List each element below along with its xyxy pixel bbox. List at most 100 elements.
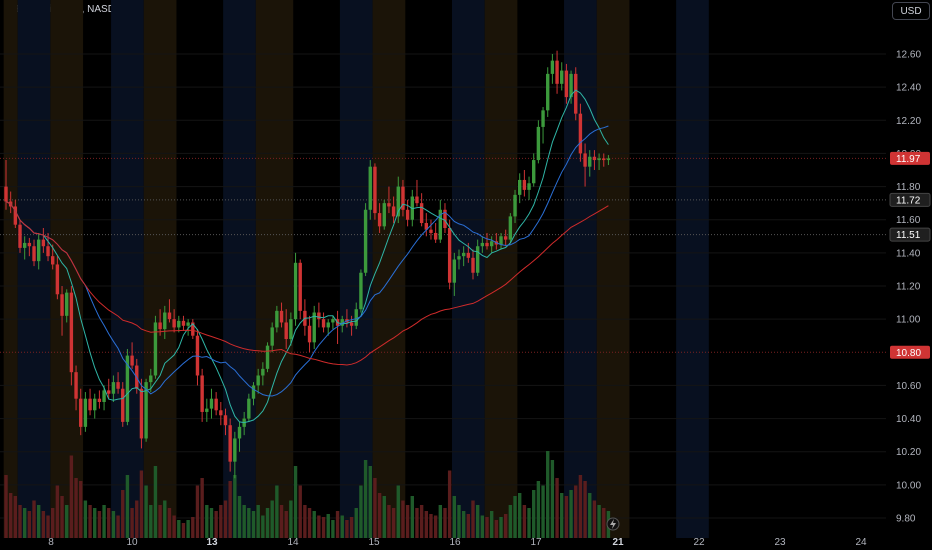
candle-body <box>83 398 88 427</box>
volume-bar <box>233 475 237 538</box>
volume-bar <box>191 517 195 538</box>
volume-bar <box>4 475 8 538</box>
candle-body <box>97 398 102 402</box>
volume-bar <box>457 505 461 538</box>
volume-bar <box>223 500 228 538</box>
volume-bar <box>499 517 503 538</box>
volume-bar <box>83 500 88 538</box>
volume-bars <box>4 451 611 538</box>
moving-averages <box>5 89 609 424</box>
session-band <box>3 0 18 538</box>
candle-body <box>489 241 494 247</box>
volume-bar <box>13 496 18 538</box>
volume-bar <box>284 511 288 538</box>
volume-bar <box>592 500 597 538</box>
ma-mid-line <box>5 125 609 397</box>
candle-body <box>65 292 69 316</box>
volume-bar <box>205 505 209 538</box>
volume-bar <box>536 481 541 538</box>
volume-bar <box>200 478 204 538</box>
x-tick-label: 16 <box>449 537 461 548</box>
volume-bar <box>410 496 414 538</box>
volume-bar <box>22 508 27 538</box>
volume-bar <box>265 508 270 538</box>
session-band <box>596 0 630 538</box>
candle-body <box>116 382 120 389</box>
volume-bar <box>560 493 564 538</box>
candle-body <box>46 246 50 257</box>
y-tick-label: 10.20 <box>896 447 921 458</box>
candle-body <box>368 166 372 210</box>
volume-bar <box>387 505 391 538</box>
candle-body <box>177 320 181 328</box>
candle-body <box>546 73 550 111</box>
volume-bar <box>51 508 55 538</box>
candle-body <box>377 213 382 227</box>
volume-bar <box>93 508 97 538</box>
volume-bar <box>522 505 527 538</box>
candle-body <box>532 160 536 184</box>
volume-bar <box>555 478 559 538</box>
candle-body <box>284 322 288 340</box>
volume-bar <box>237 496 242 538</box>
x-tick-label: 10 <box>126 537 138 548</box>
volume-bar <box>247 508 251 538</box>
ma-fast-line <box>5 89 609 424</box>
x-tick-label: 21 <box>612 537 624 548</box>
price-labels: 11.97 11.72 11.51 10.80 <box>889 151 931 359</box>
candle-body <box>93 398 97 411</box>
volume-bar <box>405 505 410 538</box>
volume-bar <box>293 466 298 538</box>
candle-body <box>228 425 232 462</box>
candles <box>4 50 611 479</box>
session-band <box>484 0 518 538</box>
candle-body <box>22 242 27 248</box>
volume-bar <box>256 505 260 538</box>
lightning-icon[interactable] <box>606 517 620 531</box>
candle-body <box>359 272 363 310</box>
candle-body <box>602 158 606 161</box>
candle-body <box>447 228 452 283</box>
candle-body <box>429 229 433 233</box>
volume-bar <box>153 466 158 538</box>
y-tick-label: 12.20 <box>896 116 921 127</box>
time-axis: 8 10 13 14 15 16 17 21 22 23 24 <box>48 537 867 548</box>
candle-body <box>522 179 527 190</box>
volume-bar <box>345 520 349 538</box>
candle-body <box>452 259 457 283</box>
candle-body <box>391 206 396 217</box>
volume-bar <box>69 455 74 538</box>
volume-bar <box>121 490 125 538</box>
candle-body <box>419 203 424 224</box>
candle-body <box>275 310 279 328</box>
volume-bar <box>546 451 550 538</box>
y-tick-label: 12.60 <box>896 50 921 61</box>
candle-body <box>79 398 83 427</box>
candle-body <box>475 246 480 273</box>
y-tick-label: 10.40 <box>896 414 921 425</box>
volume-bar <box>485 517 489 538</box>
candle-body <box>36 239 41 262</box>
volume-bar <box>214 511 218 538</box>
volume-bar <box>588 493 592 538</box>
session-band <box>451 0 485 538</box>
x-tick-label: 15 <box>368 537 380 548</box>
volume-bar <box>541 485 545 538</box>
candle-body <box>107 390 111 394</box>
candle-body <box>88 398 92 411</box>
volume-bar <box>130 508 134 538</box>
candle-body <box>560 70 564 84</box>
x-tick-label: 17 <box>530 537 542 548</box>
candle-body <box>265 345 270 369</box>
volume-bar <box>340 515 344 538</box>
candle-body <box>144 382 148 439</box>
currency-button[interactable]: USD <box>892 2 930 20</box>
y-tick-label: 12.40 <box>896 83 921 94</box>
candle-body <box>485 242 489 247</box>
candle-body <box>219 410 223 416</box>
volume-bar <box>27 511 32 538</box>
candle-body <box>354 309 358 326</box>
session-band <box>17 0 51 538</box>
candle-body <box>237 426 242 439</box>
